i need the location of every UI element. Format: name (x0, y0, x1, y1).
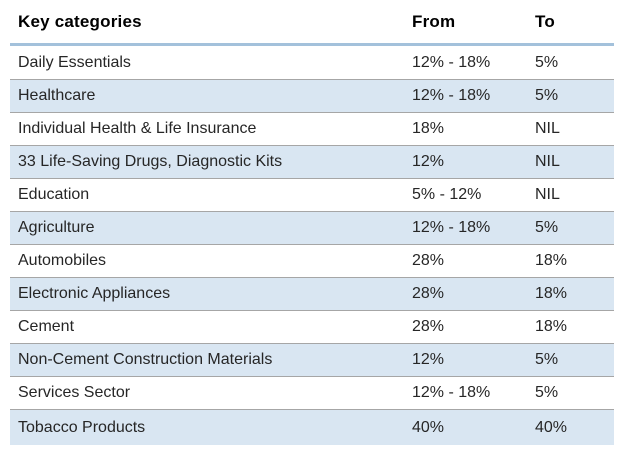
table-row: Agriculture 12% - 18% 5% (10, 211, 614, 244)
table-row: Cement 28% 18% (10, 310, 614, 343)
from-cell: 28% (412, 318, 445, 335)
from-cell: 12% (412, 351, 445, 368)
from-cell: 28% (412, 285, 445, 302)
category-cell: Automobiles (18, 252, 107, 269)
from-cell: 18% (412, 120, 445, 137)
category-cell: Non-Cement Construction Materials (18, 351, 273, 368)
from-cell: 12% - 18% (412, 87, 491, 104)
category-cell: Tobacco Products (18, 418, 146, 436)
table-row: Individual Health & Life Insurance 18% NIL (10, 112, 614, 145)
table-row: Education 5% - 12% NIL (10, 178, 614, 211)
category-cell: Education (18, 186, 90, 203)
to-cell: NIL (535, 186, 560, 203)
table-row: Automobiles 28% 18% (10, 244, 614, 277)
table-row: Electronic Appliances 28% 18% (10, 277, 614, 310)
table-row: Services Sector 12% - 18% 5% (10, 376, 614, 409)
to-cell: 18% (535, 285, 568, 302)
table-header-row: Key categories From To (10, 0, 614, 46)
to-cell: 40% (535, 418, 568, 436)
category-cell: Daily Essentials (18, 53, 131, 71)
from-cell: 12% - 18% (412, 384, 491, 401)
from-cell: 12% - 18% (412, 219, 491, 236)
column-header-from: From (412, 11, 456, 31)
category-cell: Healthcare (18, 87, 96, 104)
table-row: Non-Cement Construction Materials 12% 5% (10, 343, 614, 376)
category-cell: Agriculture (18, 219, 95, 236)
category-cell: Individual Health & Life Insurance (18, 120, 257, 137)
from-cell: 40% (412, 418, 445, 436)
to-cell: 5% (535, 87, 559, 104)
table-body: Daily Essentials 12% - 18% 5% Healthcare 12%… (10, 46, 614, 445)
to-cell: 5% (535, 351, 559, 368)
to-cell: 18% (535, 318, 568, 335)
column-header-to: To (535, 11, 555, 31)
from-cell: 28% (412, 252, 445, 269)
table-row: Healthcare 12% - 18% 5% (10, 79, 614, 112)
category-cell: 33 Life-Saving Drugs, Diagnostic Kits (18, 153, 283, 170)
to-cell: NIL (535, 153, 560, 170)
category-cell: Electronic Appliances (18, 285, 171, 302)
to-cell: NIL (535, 120, 560, 137)
table-row: 33 Life-Saving Drugs, Diagnostic Kits 12%… (10, 145, 614, 178)
category-cell: Cement (18, 318, 75, 335)
table-row: Daily Essentials 12% - 18% 5% (10, 46, 614, 79)
to-cell: 5% (535, 219, 559, 236)
table-row: Tobacco Products 40% 40% (10, 409, 614, 445)
from-cell: 12% (412, 153, 445, 170)
from-cell: 12% - 18% (412, 53, 491, 71)
tax-categories-table: Key categories From To Daily Essentials 1… (10, 0, 614, 445)
column-header-key-categories: Key categories (18, 11, 142, 31)
category-cell: Services Sector (18, 384, 131, 401)
to-cell: 5% (535, 384, 559, 401)
to-cell: 18% (535, 252, 568, 269)
from-cell: 5% - 12% (412, 186, 482, 203)
to-cell: 5% (535, 53, 559, 71)
